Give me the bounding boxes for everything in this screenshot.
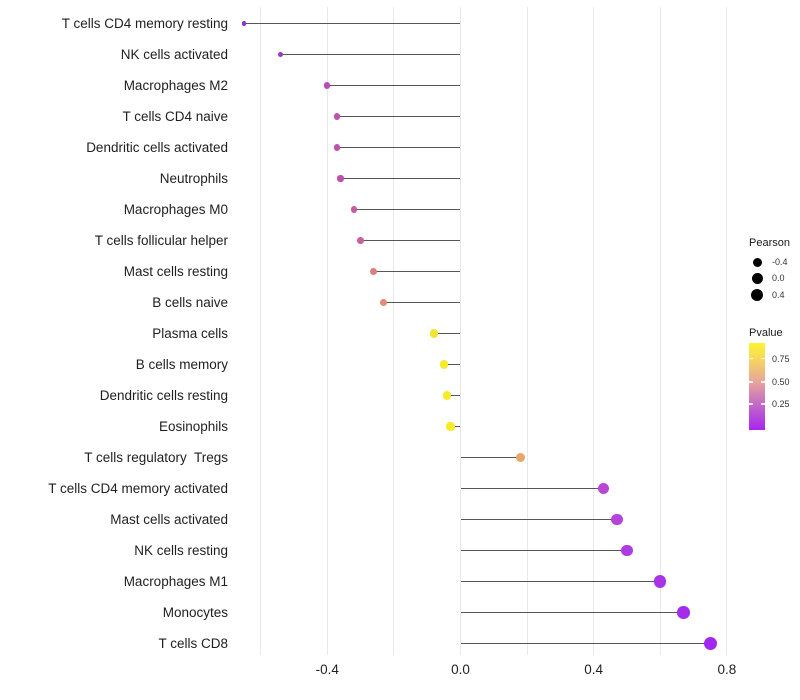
gridline (393, 7, 395, 655)
lollipop-stem (373, 270, 461, 273)
data-point (439, 360, 448, 369)
category-label: T cells regulatory Tregs (84, 449, 228, 465)
data-point (334, 144, 341, 151)
gridline (326, 7, 328, 655)
category-label: T cells CD4 memory activated (48, 480, 228, 496)
gridline (726, 7, 728, 655)
legend-size-label: 0.4 (772, 290, 785, 300)
data-point (654, 575, 667, 588)
x-tick-label: 0.8 (717, 662, 737, 677)
legend-gradient-tick (761, 357, 765, 360)
category-label: Macrophages M2 (123, 77, 228, 93)
x-tick-label: 0.4 (584, 662, 604, 677)
data-point (611, 513, 623, 526)
category-label: T cells CD4 memory resting (61, 15, 228, 31)
category-label: Dendritic cells activated (86, 139, 228, 155)
data-point (380, 298, 388, 307)
category-label: Mast cells resting (123, 263, 228, 279)
category-label: Dendritic cells resting (99, 387, 228, 403)
data-point (337, 175, 344, 182)
lollipop-stem (460, 642, 711, 645)
legend-gradient-tick (749, 357, 753, 360)
data-point (324, 82, 331, 89)
legend-size-dot (751, 272, 763, 284)
data-point (357, 237, 364, 244)
data-point (515, 452, 526, 463)
legend-size-label: 0.0 (772, 273, 785, 283)
lollipop-stem (460, 549, 627, 552)
lollipop-stem (340, 177, 461, 180)
category-label: Monocytes (162, 604, 228, 620)
legend-gradient-tick (761, 381, 765, 383)
category-label: Eosinophils (158, 418, 228, 434)
category-label: T cells CD8 (158, 635, 228, 651)
lollipop-stem (280, 53, 461, 56)
category-label: Macrophages M1 (123, 573, 228, 589)
lollipop-stem (447, 394, 461, 397)
data-point (350, 206, 358, 213)
category-label: NK cells resting (134, 542, 228, 558)
lollipop-stem (460, 580, 661, 583)
lollipop-stem (443, 363, 461, 366)
legend-size-label: -0.4 (772, 257, 788, 267)
lollipop-stem (337, 115, 461, 118)
gridline (260, 7, 262, 655)
data-point (703, 637, 717, 650)
lollipop-stem (360, 239, 461, 242)
data-point (370, 268, 378, 275)
x-tick-label: -0.4 (315, 662, 339, 677)
data-point (334, 113, 341, 120)
lollipop-stem (337, 146, 461, 149)
legend-gradient-tick (749, 381, 753, 383)
lollipop-stem (450, 425, 461, 428)
category-label: Neutrophils (159, 170, 228, 186)
gridline (593, 7, 595, 655)
legend-size-dot (752, 257, 762, 267)
x-tick-label: 0.0 (451, 662, 470, 677)
legend-pearson-title: Pearson (749, 237, 790, 249)
data-point (598, 482, 610, 495)
gridline (659, 7, 661, 655)
category-label: Macrophages M0 (123, 201, 228, 217)
gridline (526, 7, 528, 655)
legend-gradient-tick (749, 403, 753, 405)
legend-gradient-tick-label: 0.75 (772, 353, 790, 364)
lollipop-stem (460, 456, 521, 459)
data-point (446, 422, 455, 431)
gridline (460, 7, 461, 655)
legend-size-dot (751, 289, 763, 301)
category-label: Plasma cells (152, 325, 228, 341)
lollipop-stem (460, 611, 684, 614)
lollipop-stem (460, 487, 604, 490)
lollipop-stem (353, 208, 461, 211)
category-label: B cells naive (152, 294, 228, 310)
data-point (278, 51, 284, 58)
category-label: Mast cells activated (110, 511, 228, 527)
lollipop-stem (460, 518, 617, 521)
category-label: T cells CD4 naive (122, 108, 228, 124)
data-point (429, 329, 438, 338)
lollipop-stem (433, 332, 461, 335)
lollipop-stem (327, 84, 461, 87)
data-point (443, 391, 452, 400)
category-label: B cells memory (135, 356, 228, 372)
data-point (241, 21, 247, 26)
data-point (621, 544, 633, 557)
category-label: NK cells activated (120, 46, 228, 62)
data-point (677, 606, 690, 619)
lollipop-stem (383, 301, 461, 304)
legend-gradient-tick (761, 403, 765, 405)
legend-pvalue-gradient-bar (749, 343, 765, 430)
lollipop-stem (244, 22, 461, 25)
legend-pvalue-title: Pvalue (749, 327, 783, 339)
category-label: T cells follicular helper (94, 232, 228, 248)
legend-gradient-tick-label: 0.25 (772, 398, 790, 409)
legend-gradient-tick-label: 0.50 (772, 377, 790, 388)
